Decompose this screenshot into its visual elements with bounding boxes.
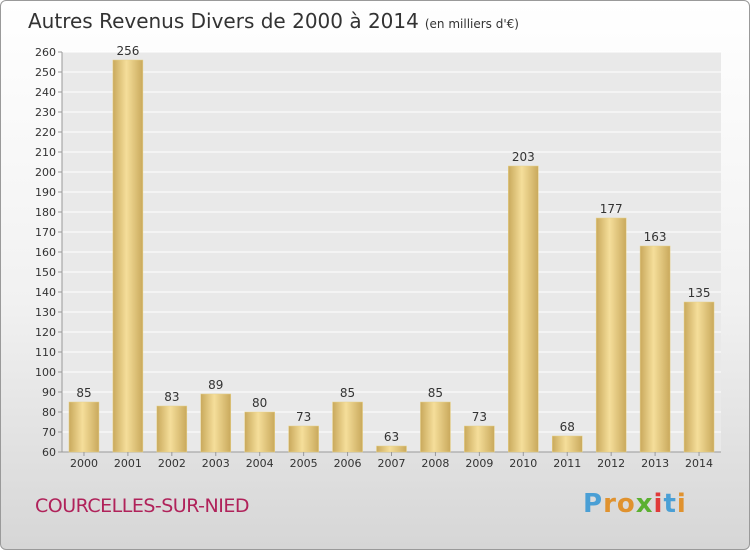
bar (639, 245, 671, 453)
x-tick-label: 2013 (641, 457, 669, 470)
chart-title-text: Autres Revenus Divers de 2000 à 2014 (28, 9, 419, 33)
y-tick-label: 130 (35, 306, 56, 319)
logo-letter: r (603, 489, 617, 519)
x-tick-label: 2002 (158, 457, 186, 470)
y-tick-label: 220 (35, 126, 56, 139)
logo-letter: x (635, 489, 654, 519)
logo-letter: i (676, 489, 687, 519)
bar (112, 59, 144, 453)
commune-name: COURCELLES-SUR-NIED (35, 495, 249, 517)
bar (464, 425, 495, 453)
y-tick-label: 190 (35, 186, 56, 199)
x-tick-label: 2010 (509, 457, 537, 470)
y-tick-label: 70 (42, 426, 56, 439)
x-tick-label: 2007 (378, 457, 406, 470)
x-tick-label: 2003 (202, 457, 230, 470)
x-tick-label: 2009 (465, 457, 493, 470)
data-label: 73 (296, 410, 311, 424)
bar (156, 405, 188, 453)
data-label: 63 (384, 430, 399, 444)
y-tick-label: 150 (35, 266, 56, 279)
chart-unit: (en milliers d'€) (424, 17, 519, 31)
x-tick-label: 2008 (421, 457, 449, 470)
y-tick-label: 160 (35, 246, 56, 259)
bar (376, 445, 407, 453)
bar (68, 401, 100, 453)
y-tick-label: 120 (35, 326, 56, 339)
data-label: 135 (688, 286, 711, 300)
data-label: 85 (428, 386, 443, 400)
y-tick-label: 260 (35, 46, 56, 59)
y-tick-label: 140 (35, 286, 56, 299)
y-tick-label: 60 (42, 446, 56, 459)
bar (332, 401, 363, 453)
data-label: 203 (512, 150, 535, 164)
bar (288, 425, 319, 453)
y-tick-label: 180 (35, 206, 56, 219)
x-tick-label: 2006 (334, 457, 362, 470)
y-tick-label: 240 (35, 86, 56, 99)
bar (683, 301, 715, 453)
chart-title: Autres Revenus Divers de 2000 à 2014 (en … (28, 9, 519, 33)
logo-letter: P (583, 489, 604, 519)
y-tick-label: 100 (35, 366, 56, 379)
y-tick-label: 80 (42, 406, 56, 419)
data-label: 85 (76, 386, 91, 400)
x-tick-label: 2001 (114, 457, 142, 470)
data-label: 163 (644, 230, 667, 244)
y-tick-label: 200 (35, 166, 56, 179)
x-tick-label: 2005 (290, 457, 318, 470)
logo-letter: i (653, 489, 664, 519)
y-tick-label: 250 (35, 66, 56, 79)
x-tick-label: 2014 (685, 457, 713, 470)
logo-letter: t (663, 489, 677, 519)
data-label: 80 (252, 396, 267, 410)
data-label: 85 (340, 386, 355, 400)
bar (420, 401, 451, 453)
bar (200, 393, 232, 453)
bar (551, 435, 583, 453)
y-tick-label: 210 (35, 146, 56, 159)
data-label: 68 (560, 420, 575, 434)
x-tick-label: 2011 (553, 457, 581, 470)
data-label: 73 (472, 410, 487, 424)
data-label: 177 (600, 202, 623, 216)
y-tick-label: 90 (42, 386, 56, 399)
x-tick-label: 2000 (70, 457, 98, 470)
bar (595, 217, 627, 453)
bar (244, 411, 275, 453)
bar (508, 165, 539, 453)
logo-letter: o (616, 489, 636, 519)
y-tick-label: 170 (35, 226, 56, 239)
x-tick-label: 2012 (597, 457, 625, 470)
data-label: 83 (164, 390, 179, 404)
y-tick-label: 230 (35, 106, 56, 119)
x-tick-label: 2004 (246, 457, 274, 470)
proxiti-logo: Proxiti (583, 489, 687, 519)
data-label: 256 (116, 44, 139, 58)
data-label: 89 (208, 378, 223, 392)
y-tick-label: 110 (35, 346, 56, 359)
